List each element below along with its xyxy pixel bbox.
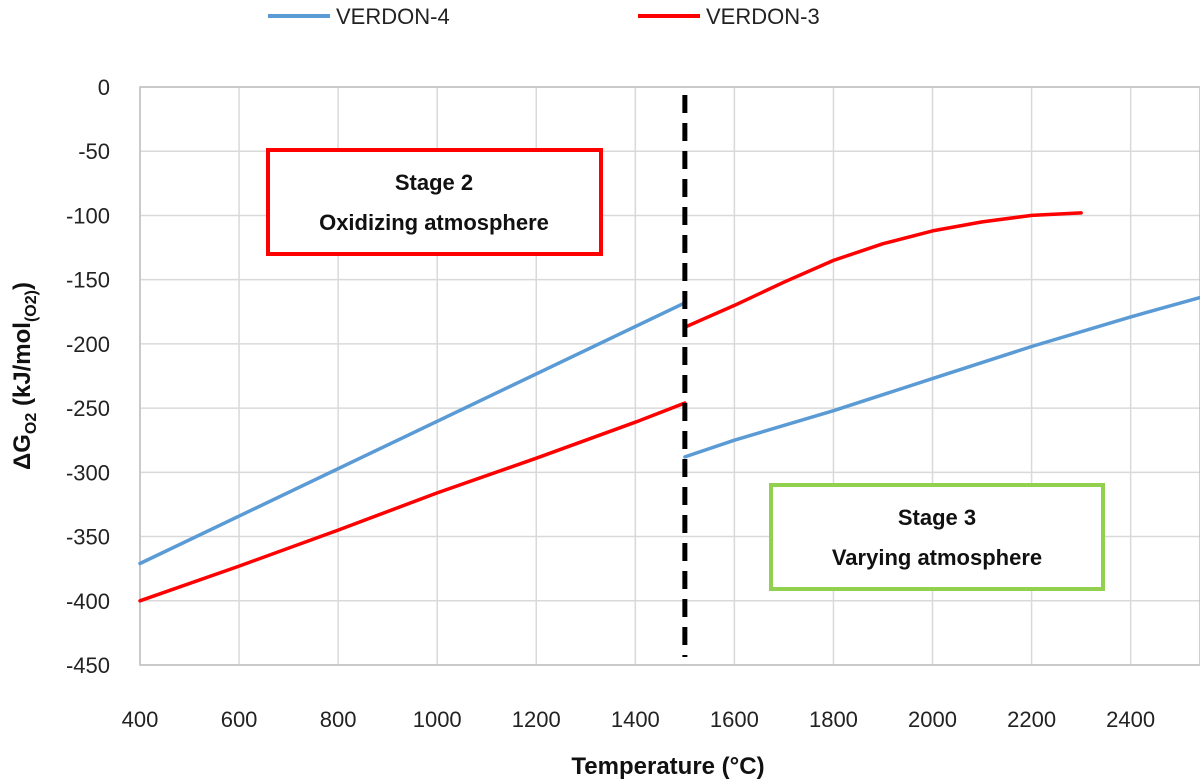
x-tick-label: 1200 [512,707,561,732]
stage3-annotation: Stage 3 Varying atmosphere [769,483,1105,591]
x-axis-title: Temperature (°C) [571,753,764,780]
y-axis-title-main: ΔG [9,434,36,470]
x-axis-ticks: 400 600 800 1000 1200 1400 1600 1800 2000 2200 240… [122,707,1155,732]
y-tick-label: -450 [66,653,110,678]
x-tick-label: 2200 [1007,707,1056,732]
stage2-subtitle: Oxidizing atmosphere [319,210,549,235]
stage2-annotation: Stage 2 Oxidizing atmosphere [266,148,603,256]
y-tick-label: 0 [98,75,110,100]
y-axis-title-mid: (kJ/mol [9,322,36,413]
y-axis-title-sub1: O2 [23,413,40,434]
x-tick-label: 1600 [710,707,759,732]
x-tick-label: 1400 [611,707,660,732]
y-axis-title-sub2: (O2) [23,290,40,322]
series-line-verdon-4-segment-1 [138,301,687,566]
plot-area-border [139,86,1200,666]
y-tick-label: -150 [66,268,110,293]
y-tick-label: -350 [66,525,110,550]
x-tick-label: 1000 [413,707,462,732]
x-tick-label: 1800 [809,707,858,732]
legend-label-verdon-3: VERDON-3 [706,4,820,29]
y-axis-ticks: 0 -50 -100 -150 -200 -250 -300 -350 -400 -450 [66,75,110,678]
x-tick-label: 2000 [908,707,957,732]
x-tick-label: 400 [122,707,159,732]
y-axis-title: ΔGO2 (kJ/mol(O2)) [9,282,40,470]
stage3-title: Stage 3 [898,505,976,530]
legend: VERDON-4 VERDON-3 [268,4,820,29]
stage2-box [266,148,603,256]
y-tick-label: -300 [66,460,110,485]
series-line-verdon-3-segment-2 [683,211,1083,329]
y-tick-label: -50 [78,139,110,164]
series-line-verdon-3-segment-1 [138,401,687,603]
y-tick-label: -400 [66,589,110,614]
stage2-title: Stage 2 [395,170,473,195]
y-tick-label: -200 [66,332,110,357]
y-tick-label: -100 [66,203,110,228]
series-layer [138,211,1200,603]
legend-label-verdon-4: VERDON-4 [336,4,450,29]
stage3-box [769,483,1105,591]
stage3-subtitle: Varying atmosphere [832,545,1042,570]
x-tick-label: 600 [221,707,258,732]
x-tick-label: 2400 [1106,707,1155,732]
series-line-verdon-4-segment-2 [683,295,1200,459]
x-tick-label: 800 [320,707,357,732]
y-tick-label: -250 [66,396,110,421]
y-axis-title-end: ) [9,282,36,290]
